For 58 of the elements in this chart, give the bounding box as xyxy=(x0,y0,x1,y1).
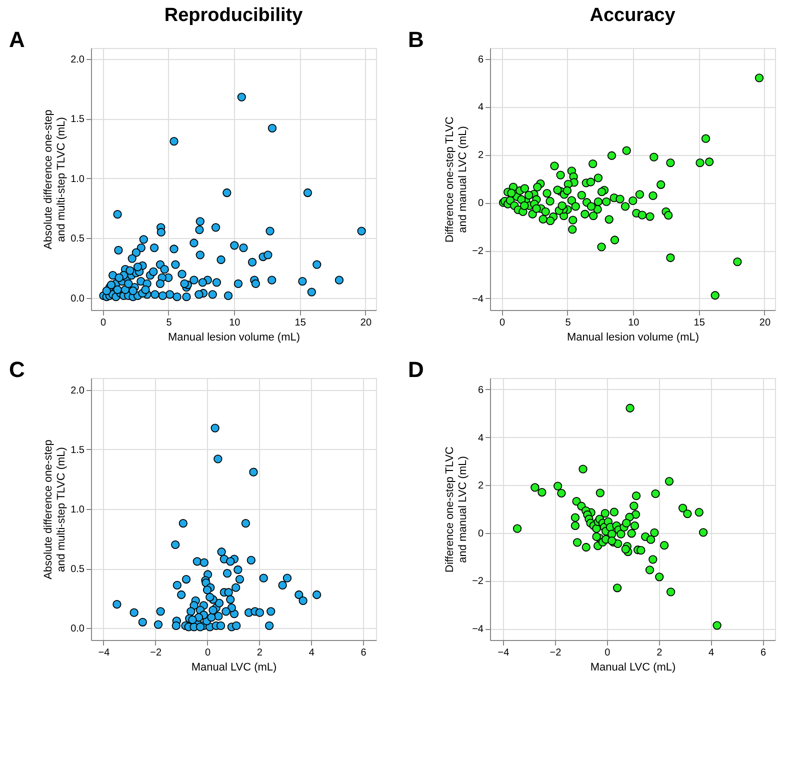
y-tick-label: 0.5 xyxy=(70,564,85,576)
y-tick-label: 0 xyxy=(478,528,484,540)
y-tick-label: 0 xyxy=(478,198,484,210)
chart-title: Reproducibility xyxy=(164,5,304,26)
y-axis-title: Difference one-step TLVC and manual LVC (mL) xyxy=(444,446,470,572)
y-tick-label: −4 xyxy=(472,294,484,305)
y-tick-label: 1.0 xyxy=(70,174,85,185)
text: C xyxy=(9,357,25,382)
y-tick-label: 4 xyxy=(478,102,484,114)
x-tick-label: 15 xyxy=(294,318,306,328)
y-tick-label: −2 xyxy=(472,246,484,258)
y-tick-label: 0.0 xyxy=(70,624,85,635)
y-tick-label: 2.0 xyxy=(70,385,85,396)
x-tick-label: −2 xyxy=(150,648,162,658)
y-tick-label: 6 xyxy=(478,384,484,396)
x-tick-label: 6 xyxy=(760,648,767,658)
x-tick-label: 6 xyxy=(360,648,367,658)
y-tick-label: 4 xyxy=(478,432,484,444)
y-axis-title: Absolute difference one-step and multi-step TLVC (mL) xyxy=(42,440,68,580)
x-tick-label: 0 xyxy=(100,318,107,328)
x-tick-label: 10 xyxy=(628,318,640,328)
y-tick-label: 2 xyxy=(478,150,484,162)
y-tick-label: −4 xyxy=(472,624,484,636)
x-axis-title: Manual LVC (mL) xyxy=(191,662,277,674)
x-tick-label: 2 xyxy=(256,648,263,658)
y-axis-title: Absolute difference one-step and multi-step TLVC (mL) xyxy=(42,110,68,250)
x-axis-title: Manual LVC (mL) xyxy=(590,662,676,674)
text: B xyxy=(408,27,424,52)
y-tick-label: 2.0 xyxy=(70,54,85,66)
x-tick-label: −4 xyxy=(498,648,510,658)
x-tick-label: −4 xyxy=(98,648,110,658)
y-tick-label: 2 xyxy=(478,480,484,492)
x-tick-label: 0 xyxy=(205,648,212,658)
x-tick-label: 5 xyxy=(565,318,572,328)
x-axis-title: Manual lesion volume (mL) xyxy=(566,332,700,344)
y-tick-label: 0.5 xyxy=(70,234,85,245)
x-tick-label: −2 xyxy=(550,648,562,658)
text: A xyxy=(9,27,25,52)
x-tick-label: 2 xyxy=(656,648,663,658)
x-tick-label: 20 xyxy=(759,318,771,328)
y-tick-label: 1.5 xyxy=(70,444,85,456)
y-tick-label: 0.0 xyxy=(70,294,85,305)
x-axis-title: Manual lesion volume (mL) xyxy=(168,332,300,344)
x-tick-label: 20 xyxy=(360,318,372,328)
x-tick-label: 5 xyxy=(166,318,172,328)
text: D xyxy=(408,357,424,382)
x-tick-label: 15 xyxy=(694,318,706,328)
x-tick-label: 10 xyxy=(229,318,241,328)
x-tick-label: 0 xyxy=(500,318,506,328)
y-tick-label: 1.5 xyxy=(70,114,85,126)
x-tick-label: 4 xyxy=(708,648,715,658)
y-tick-label: −2 xyxy=(472,576,484,588)
y-axis-title: Difference one-step TLVC and manual LVC (mL) xyxy=(444,116,470,242)
y-tick-label: 1.0 xyxy=(70,504,85,516)
chart-title: Accuracy xyxy=(590,5,676,26)
x-tick-label: 0 xyxy=(604,648,611,658)
y-tick-label: 6 xyxy=(478,54,484,66)
x-tick-label: 4 xyxy=(308,648,315,658)
